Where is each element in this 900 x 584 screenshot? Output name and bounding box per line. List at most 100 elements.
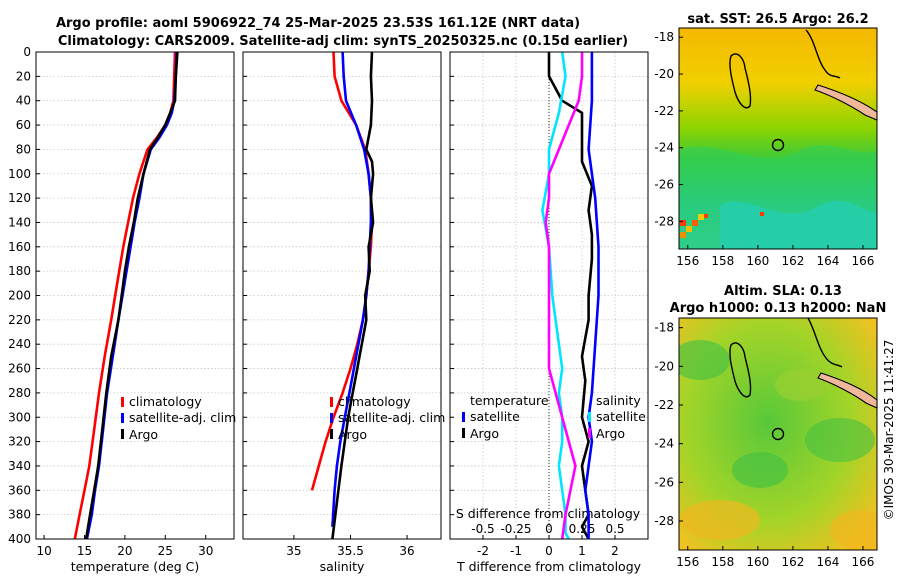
map-y-tick-label: -26 [654,475,674,489]
map-x-tick-label: 156 [676,555,699,569]
axes-frame [242,51,442,540]
map-y-tick-label: -20 [654,67,674,81]
map-x-tick-label: 158 [711,555,734,569]
sst-map [678,27,878,250]
series-line-argo [331,51,375,540]
legend-swatch-argo [330,429,333,439]
y-tick-label: 140 [8,215,31,229]
legend-label-satellite: satellite-adj. clim [129,410,236,425]
map-y-tick-label: -24 [654,437,674,451]
legend-swatch-argo [121,429,124,439]
argo-position-marker [771,138,785,152]
temperature-legend: climatology satellite-adj. clim Argo [121,394,236,442]
x-tick-label: 10 [36,544,51,558]
map-x-tick-label: 156 [676,254,699,268]
sst-cyan-patch [720,200,877,249]
map-y-tick-label: -28 [654,214,674,228]
x-axis-label: salinity [320,559,365,574]
map-x-tick-label: 160 [746,254,769,268]
legend-label-climatology: climatology [338,394,411,409]
legend-swatch-satellite [121,413,124,423]
x-axis-label: T difference from climatology [456,559,642,574]
legend-swatch-climatology [330,397,333,407]
legend-label-argo: Argo [129,427,158,442]
series-line-argo [84,51,179,540]
secondary-tick-label: 0 [545,522,553,536]
salinity-panel: 35 35.5 36 salinity [242,51,442,574]
difference-legend: temperature satellite Argo salinity sate… [462,393,646,441]
y-tick-label: 200 [8,289,31,303]
legend-label-temp-satellite: satellite [470,409,520,424]
map-x-tick-label: 162 [781,254,804,268]
difference-panel: -2 -1 0 1 2 S difference from climatology-0.5… [449,51,649,574]
legend-swatch-climatology [121,397,124,407]
sla-map-axes: 156 158 160 162 164 166 -18 -20 -22 -24 -26 -28 [654,321,874,569]
x-tick-label: 36 [399,544,414,558]
argo-position-marker [771,427,785,441]
y-tick-label: 280 [8,386,31,400]
x-tick-label: 0 [545,544,553,558]
x-axis-label: temperature (deg C) [71,559,200,574]
series-line-satellite-temperature [541,51,570,540]
temperature-panel: 10 15 20 25 30020406080100120140160180200220… [8,45,235,574]
sst-map-axes: 156 158 160 162 164 166 -18 -20 -22 -24 -26 -28 [654,30,874,268]
map-y-tick-label: -22 [654,104,674,118]
map-y-tick-label: -18 [654,321,674,335]
x-tick-label: 1 [578,544,586,558]
map-x-tick-label: 162 [781,555,804,569]
x-tick-label: 25 [158,544,173,558]
coastline-north [805,29,841,79]
map-x-tick-label: 166 [852,555,875,569]
y-tick-label: 60 [16,118,31,132]
secondary-tick-label: 0.5 [605,522,624,536]
x-tick-label: 35.5 [337,544,364,558]
y-tick-label: 220 [8,313,31,327]
imos-credit: ©IMOS 30-Mar-2025 11:41:27 [882,340,896,521]
map-y-tick-label: -28 [654,514,674,528]
legend-label-temp-argo: Argo [470,426,499,441]
map-y-tick-label: -18 [654,30,674,44]
x-tick-label: 30 [198,544,213,558]
x-tick-label: -2 [477,544,489,558]
x-tick-label: 15 [77,544,92,558]
y-tick-label: 240 [8,337,31,351]
figure-title-line2: Climatology: CARS2009. Satellite-adj cli… [58,34,628,49]
secondary-tick-label: -0.25 [500,522,531,536]
legend-swatch-sal-argo [588,428,591,438]
x-tick-label: 20 [117,544,132,558]
map-x-tick-label: 164 [816,254,839,268]
y-tick-label: 380 [8,508,31,522]
axes-frame [449,51,649,540]
sla-map [678,317,878,551]
legend-swatch-temp-argo [462,428,465,438]
map-y-tick-label: -22 [654,398,674,412]
legend-label-argo: Argo [338,427,367,442]
sst-map-title: sat. SST: 26.5 Argo: 26.2 [687,12,868,27]
sst-map-frame [678,27,878,250]
x-tick-label: 2 [611,544,619,558]
coastline-vanuatu [729,342,752,398]
map-x-tick-label: 158 [711,254,734,268]
y-tick-label: 320 [8,435,31,449]
legend-label-climatology: climatology [129,394,202,409]
y-tick-label: 400 [8,532,31,546]
legend-title-salinity: salinity [596,393,641,408]
y-tick-label: 360 [8,483,31,497]
legend-label-satellite: satellite-adj. clim [338,410,445,425]
legend-swatch-temp-satellite [462,412,465,422]
coastline-north [807,317,843,368]
map-x-tick-label: 166 [852,254,875,268]
y-tick-label: 300 [8,410,31,424]
axes-frame [35,51,235,540]
figure-title-line1: Argo profile: aoml 5906922_74 25-Mar-202… [56,16,580,31]
legend-label-sal-satellite: satellite [596,409,646,424]
y-tick-label: 340 [8,459,31,473]
y-tick-label: 120 [8,191,31,205]
legend-swatch-satellite [330,413,333,423]
sla-map-title: Altim. SLA: 0.13 [724,284,842,299]
sla-map-subtitle: Argo h1000: 0.13 h2000: NaN [670,301,887,316]
coastline-vanuatu [729,53,752,109]
y-tick-label: 40 [16,94,31,108]
sla-map-frame [678,317,878,551]
